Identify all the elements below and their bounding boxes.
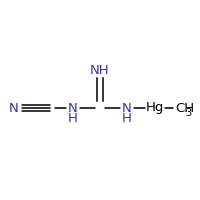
Text: H: H: [68, 112, 78, 126]
Text: Hg: Hg: [146, 102, 164, 114]
Text: CH: CH: [175, 102, 194, 114]
Text: N: N: [122, 102, 132, 114]
Text: 3: 3: [185, 108, 191, 118]
Text: N: N: [8, 102, 18, 114]
Text: H: H: [122, 112, 132, 126]
Text: N: N: [68, 102, 78, 114]
Text: NH: NH: [90, 64, 110, 76]
